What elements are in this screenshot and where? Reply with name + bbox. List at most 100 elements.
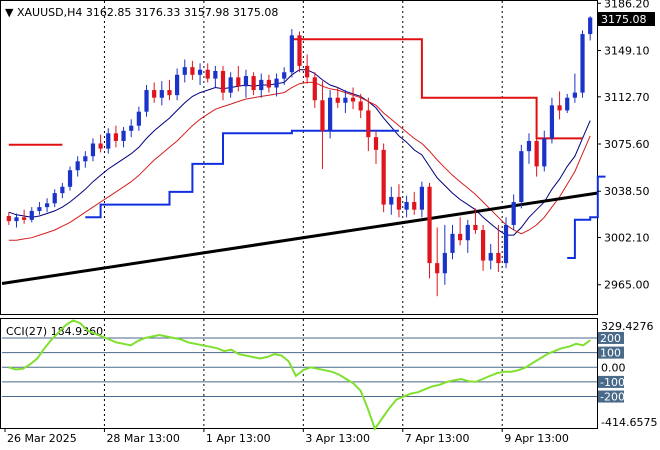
candle-body	[113, 133, 119, 141]
candle-body	[327, 97, 333, 131]
candle	[289, 28, 294, 78]
y-tick-label: 3038.50	[604, 185, 650, 198]
candle	[305, 54, 310, 84]
candle	[511, 194, 516, 231]
candle-body	[37, 207, 42, 211]
red-stop-line	[8, 38, 583, 146]
candle	[37, 202, 42, 215]
candle-body	[465, 224, 470, 241]
candle-body	[106, 133, 111, 149]
candle	[274, 73, 279, 97]
candle	[343, 90, 348, 113]
x-axis-ticks: 26 Mar 2025 28 Mar 13:00 1 Apr 13:00 3 Apr …	[4, 428, 569, 445]
candle	[6, 212, 11, 225]
candle-body	[197, 69, 203, 75]
candle	[427, 182, 432, 279]
candle-body	[358, 101, 363, 111]
vertical-grid	[103, 1, 503, 428]
candle	[350, 87, 356, 110]
candle	[144, 84, 149, 117]
candle	[381, 143, 386, 213]
candle-body	[519, 151, 524, 203]
candle	[534, 132, 539, 177]
candle	[243, 69, 249, 98]
candle-body	[572, 92, 577, 98]
candle	[197, 63, 203, 85]
candle-body	[496, 252, 501, 264]
candle	[435, 227, 440, 297]
y-tick-label: 3002.10	[604, 232, 650, 245]
candle	[396, 184, 402, 218]
candle-body	[503, 224, 509, 264]
candle	[458, 217, 463, 246]
candle	[175, 68, 180, 101]
candle	[373, 130, 379, 164]
candle-body	[588, 17, 593, 35]
candle	[419, 181, 424, 218]
candle	[159, 81, 164, 106]
fast-ma-line	[8, 69, 591, 236]
candle	[44, 198, 50, 213]
candle-body	[534, 140, 539, 167]
cci-level-lines	[2, 337, 597, 398]
header-dropdown-icon[interactable]: ▼	[5, 6, 17, 19]
cci-level-label: 200	[600, 332, 621, 345]
candle-body	[190, 67, 195, 75]
candle	[236, 65, 241, 92]
candle-body	[419, 186, 424, 210]
candle-body	[251, 76, 256, 91]
candle-body	[473, 224, 478, 231]
candle-body	[159, 90, 164, 98]
candle	[98, 134, 103, 153]
cci-tick-label: 0.00	[601, 361, 626, 374]
candle-body	[442, 252, 447, 274]
cci-panel-frame	[0, 318, 598, 429]
candle-body	[389, 196, 394, 205]
candle-body	[335, 97, 340, 103]
candle-body	[67, 170, 73, 187]
candle-body	[236, 77, 241, 87]
candle-body	[167, 90, 172, 96]
cci-level-badge	[598, 390, 624, 403]
candle	[404, 195, 409, 218]
candle-body	[60, 186, 65, 194]
candle-body	[44, 203, 50, 208]
candle	[22, 209, 27, 224]
candle-body	[312, 77, 317, 101]
candle-body	[14, 217, 19, 222]
candle	[266, 74, 272, 93]
candle	[450, 224, 455, 260]
main-panel-frame	[0, 0, 598, 315]
candle	[320, 81, 325, 169]
candle	[190, 60, 195, 80]
candle-body	[450, 233, 455, 253]
slow-ma-line	[8, 81, 591, 241]
candle	[580, 30, 585, 98]
candle	[60, 182, 65, 199]
trend-line	[1, 191, 598, 285]
cci-level-badge	[598, 346, 624, 359]
candle	[312, 72, 317, 108]
y-axis-ticks: 3186.20 3149.10 3112.70 3075.60 3038.50 3002.…	[597, 0, 657, 429]
blue-stop-line	[85, 129, 606, 259]
candle	[366, 97, 371, 152]
candle-body	[228, 77, 233, 93]
candle-body	[266, 79, 272, 88]
candle-body	[205, 69, 210, 79]
candle-body	[488, 252, 493, 261]
cci-tick-label: -414.6575	[601, 416, 657, 429]
candle-body	[121, 130, 126, 141]
candle	[129, 119, 134, 138]
candle-body	[412, 202, 417, 210]
x-tick-label: 1 Apr 13:00	[206, 432, 271, 445]
current-price-label: 3175.08	[601, 13, 647, 26]
candle	[106, 128, 111, 154]
candle-body	[75, 161, 80, 171]
x-tick-label: 7 Apr 13:00	[405, 432, 470, 445]
candle-body	[435, 263, 440, 274]
candle	[152, 82, 157, 103]
candle-body	[549, 105, 555, 139]
x-tick-label: 9 Apr 13:00	[504, 432, 569, 445]
